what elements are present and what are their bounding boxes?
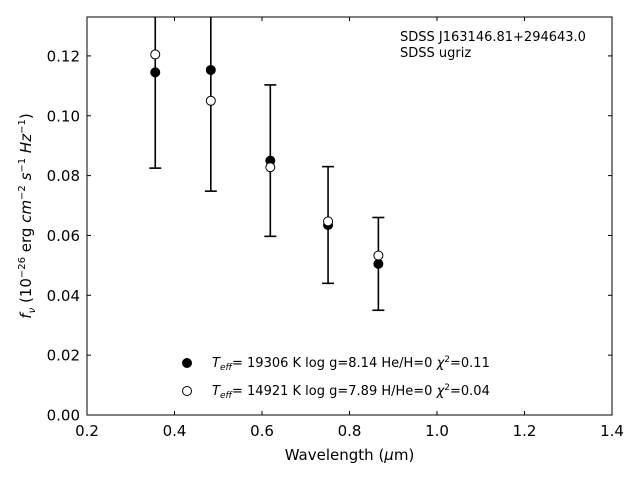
- x-tick-label: 1.2: [513, 422, 537, 440]
- point-open: [323, 216, 334, 227]
- y-tick-label: 0.10: [47, 107, 80, 125]
- x-tick-label: 1.0: [425, 422, 449, 440]
- legend-marker-filled: [182, 358, 192, 368]
- x-axis-label: Wavelength (μm): [285, 446, 415, 464]
- y-tick-label: 0.02: [47, 347, 80, 365]
- data-points: [150, 49, 384, 269]
- x-tick-label: 1.4: [600, 422, 624, 440]
- point-open: [205, 95, 216, 106]
- x-tick-label: 0.2: [75, 422, 99, 440]
- x-tick-label: 0.6: [250, 422, 274, 440]
- y-axis-label: fν (10−26 erg cm−2 s−1 Hz−1): [17, 113, 38, 318]
- point-filled: [373, 258, 384, 269]
- point-open: [265, 162, 276, 173]
- filter-set-annotation: SDSS ugriz: [400, 46, 471, 61]
- point-filled: [150, 67, 161, 78]
- y-tick-label: 0.06: [47, 227, 80, 245]
- y-tick-label: 0.12: [47, 47, 80, 65]
- legend-entry-da-model: Teff= 19306 K log g=8.14 He/H=0 χ2=0.11: [212, 355, 490, 373]
- x-tick-label: 0.8: [338, 422, 362, 440]
- point-open: [373, 250, 384, 261]
- x-axis-ticks: 0.2 0.4 0.6 0.8 1.0 1.2 1.4: [75, 17, 624, 440]
- y-tick-label: 0.04: [47, 287, 80, 305]
- point-open: [150, 49, 161, 60]
- x-tick-label: 0.4: [163, 422, 187, 440]
- legend-marker-open: [182, 386, 192, 396]
- legend: Teff= 19306 K log g=8.14 He/H=0 χ2=0.11 …: [182, 355, 490, 401]
- y-tick-label: 0.00: [47, 407, 80, 425]
- legend-entry-db-model: Teff= 14921 K log g=7.89 H/He=0 χ2=0.04: [212, 383, 490, 401]
- y-tick-label: 0.08: [47, 167, 80, 185]
- object-name-annotation: SDSS J163146.81+294643.0: [400, 30, 586, 45]
- point-filled: [205, 64, 216, 75]
- y-axis-ticks: 0.00 0.02 0.04 0.06 0.08 0.10 0.12: [47, 47, 612, 425]
